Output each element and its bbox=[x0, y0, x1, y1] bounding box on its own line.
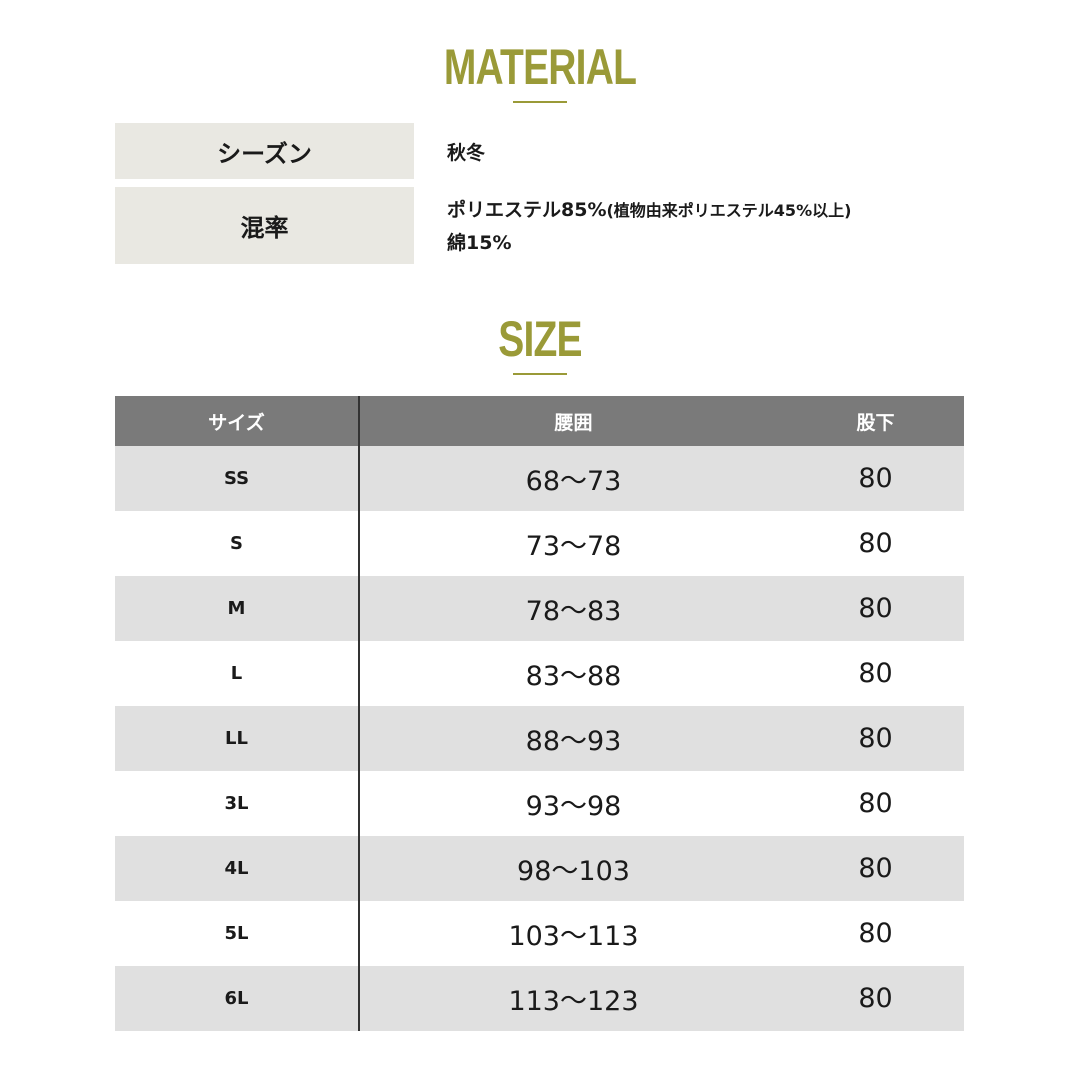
cell-waist: 88～93 bbox=[359, 706, 787, 771]
cell-waist: 113～123 bbox=[359, 966, 787, 1031]
table-row: 3L 93～98 80 bbox=[115, 771, 964, 836]
table-row: SS 68～73 80 bbox=[115, 446, 964, 511]
table-row: 4L 98～103 80 bbox=[115, 836, 964, 901]
cell-size: 4L bbox=[115, 836, 360, 901]
table-row: L 83～88 80 bbox=[115, 641, 964, 706]
size-underline bbox=[513, 373, 567, 375]
cell-inseam: 80 bbox=[858, 788, 893, 819]
cell-size: SS bbox=[115, 446, 360, 511]
blend-label: 混率 bbox=[115, 187, 414, 264]
material-underline bbox=[513, 101, 567, 103]
cell-waist: 83～88 bbox=[525, 661, 622, 692]
cell-inseam: 80 bbox=[858, 658, 893, 689]
cell-size: L bbox=[115, 641, 360, 706]
blend-line2: 綿15% bbox=[447, 232, 512, 254]
cell-waist: 98～103 bbox=[359, 836, 787, 901]
cell-size: M bbox=[115, 576, 360, 641]
blend-line1: ポリエステル85% bbox=[447, 199, 607, 221]
blend-value: ポリエステル85%(植物由来ポリエステル45%以上) 綿15% bbox=[447, 194, 851, 260]
cell-inseam: 80 bbox=[787, 836, 964, 901]
cell-inseam: 80 bbox=[787, 446, 964, 511]
cell-size: LL bbox=[115, 706, 360, 771]
size-table: サイズ 腰囲 股下 SS 68～73 80 S 73～78 80 M 78～83 80 L 83～8… bbox=[115, 396, 965, 1031]
cell-waist: 73～78 bbox=[525, 531, 622, 562]
table-row: S 73～78 80 bbox=[115, 511, 964, 576]
cell-inseam: 80 bbox=[787, 966, 964, 1031]
cell-size: S bbox=[115, 511, 360, 576]
cell-size: 6L bbox=[115, 966, 360, 1031]
cell-inseam: 80 bbox=[787, 576, 964, 641]
cell-waist: 103～113 bbox=[508, 921, 639, 952]
cell-inseam: 80 bbox=[858, 528, 893, 559]
cell-inseam: 80 bbox=[858, 918, 893, 949]
header-size: サイズ bbox=[115, 396, 360, 446]
table-row: M 78～83 80 bbox=[115, 576, 964, 641]
cell-size: 3L bbox=[115, 771, 360, 836]
material-heading: MATERIAL bbox=[443, 39, 637, 95]
season-value: 秋冬 bbox=[447, 142, 486, 164]
cell-waist: 93～98 bbox=[525, 791, 622, 822]
cell-size: 5L bbox=[115, 901, 360, 966]
header-waist: 腰囲 bbox=[359, 396, 787, 446]
table-row: 5L 103～113 80 bbox=[115, 901, 964, 966]
table-row: LL 88～93 80 bbox=[115, 706, 964, 771]
size-heading: SIZE bbox=[498, 311, 582, 367]
table-row: 6L 113～123 80 bbox=[115, 966, 964, 1031]
blend-note: (植物由来ポリエステル45%以上) bbox=[606, 201, 852, 220]
cell-inseam: 80 bbox=[787, 706, 964, 771]
cell-waist: 78～83 bbox=[359, 576, 787, 641]
header-inseam: 股下 bbox=[787, 396, 964, 446]
season-label: シーズン bbox=[115, 123, 414, 179]
table-header: サイズ 腰囲 股下 bbox=[115, 396, 964, 446]
cell-waist: 68～73 bbox=[359, 446, 787, 511]
